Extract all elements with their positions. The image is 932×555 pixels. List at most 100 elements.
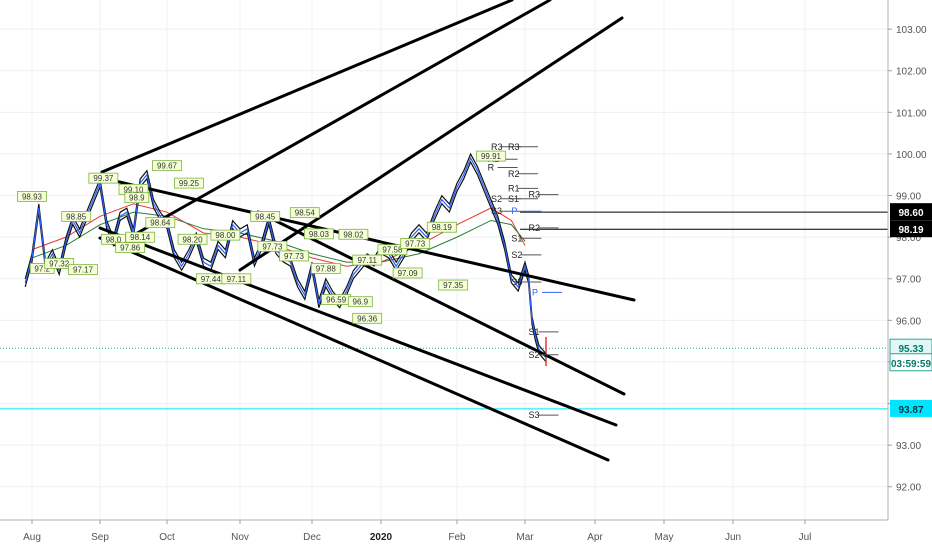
x-tick-label: Aug: [23, 532, 41, 543]
point-label-box: [279, 250, 309, 262]
point-label: 98.64: [150, 219, 171, 228]
pivot-label: S3: [529, 410, 540, 420]
point-label: 97.44: [201, 275, 222, 284]
x-tick-label: Nov: [231, 532, 249, 543]
point-label: 99.67: [157, 162, 178, 171]
point-label: 99.25: [179, 179, 200, 188]
price-label-box: [890, 203, 932, 221]
pivot-label: R2: [529, 223, 541, 233]
point-label: 97.88: [316, 264, 337, 273]
point-label-box: [250, 210, 281, 222]
point-label-box: [173, 177, 204, 189]
price-label-box: [890, 399, 932, 417]
x-tick-label: Jun: [725, 532, 741, 543]
y-tick-label: 97.00: [896, 275, 921, 286]
point-label-box: [125, 231, 156, 243]
x-tick-label: Sep: [91, 532, 109, 543]
point-label-box: [426, 221, 457, 233]
x-tick-label: Apr: [587, 532, 603, 543]
trend-line: [100, 0, 514, 174]
point-label: 97.86: [120, 244, 141, 253]
point-label-box: [115, 242, 146, 254]
trend-line: [98, 226, 618, 427]
point-label-box: [400, 238, 431, 249]
point-label-box: [145, 217, 176, 229]
point-label: 97.17: [73, 266, 94, 275]
point-label-box: [17, 191, 47, 202]
point-label-box: [124, 192, 150, 204]
price-lines: [24, 152, 547, 367]
price-labels: 98.60 98.19 95.33 03:59:59 93.87: [889, 203, 932, 417]
price-envelope-upper: [24, 152, 547, 355]
price-envelope-lower: [24, 160, 547, 363]
pivot-label: S2: [511, 250, 522, 260]
point-label: 97.09: [398, 269, 419, 278]
point-label: 99.10: [123, 185, 144, 194]
point-label-box: [88, 172, 119, 184]
price-line: [24, 156, 547, 359]
point-label: 96.9: [353, 298, 369, 307]
point-label: 98.20: [183, 235, 204, 244]
price-label: 98.60: [898, 208, 923, 219]
point-label: 97.35: [443, 281, 464, 290]
y-tick-label: 103.00: [896, 25, 927, 36]
y-tick-label: 96.00: [896, 316, 921, 327]
point-label: 98.03: [309, 230, 330, 239]
pivot-label: S1: [511, 233, 522, 243]
pivot-label: R3: [491, 142, 503, 152]
y-tick-label: 102.00: [896, 67, 927, 78]
pivot-label: R1: [508, 183, 520, 193]
point-label: 97.73: [405, 239, 426, 248]
point-label: 99.37: [93, 174, 114, 183]
pivot-label: P: [532, 287, 538, 297]
point-label: 98.54: [295, 209, 316, 218]
point-label: 97.73: [284, 252, 305, 261]
point-label: 98.02: [343, 230, 364, 239]
point-label-box: [210, 229, 241, 241]
point-label: 98.0: [106, 235, 122, 244]
y-tick-label: 92.00: [896, 483, 921, 494]
time-axis[interactable]: Aug Sep Oct Nov Dec 2020 Feb Mar Apr May Jun Jul: [23, 520, 811, 543]
x-tick-label: 2020: [370, 532, 393, 543]
point-label: 98.85: [66, 212, 87, 221]
pivot-label: S2: [529, 350, 540, 360]
y-tick-label: 98.00: [896, 233, 921, 244]
pivot-label: S1: [508, 194, 519, 204]
point-label-box: [310, 262, 341, 274]
point-label-box: [68, 264, 98, 276]
point-label-box: [438, 279, 469, 291]
price-label-box: [889, 353, 932, 372]
point-label-box: [257, 240, 288, 252]
trend-line: [98, 236, 610, 462]
point-label-box: [476, 150, 506, 162]
point-label-box: [221, 273, 252, 285]
price-label: 93.87: [898, 405, 923, 416]
point-label-box: [392, 267, 423, 279]
point-label: 98.00: [215, 231, 236, 240]
x-tick-label: Dec: [303, 532, 321, 543]
point-label: 97.2: [34, 264, 50, 273]
pivot-label: S1: [529, 327, 540, 337]
point-label: 96.36: [357, 314, 378, 323]
x-tick-label: Oct: [159, 532, 175, 543]
point-label-box: [44, 258, 75, 269]
x-tick-label: Feb: [448, 532, 466, 543]
y-tick-label: 100.00: [896, 150, 927, 161]
point-label: 98.93: [22, 192, 43, 201]
point-label-box: [152, 160, 182, 172]
y-tick-label: 93.00: [896, 441, 921, 452]
price-label: 95.33: [898, 344, 923, 355]
point-label: 97.11: [357, 256, 377, 265]
point-label-box: [61, 210, 92, 222]
point-label: 98.14: [130, 233, 151, 242]
pivot-label: S2: [491, 194, 502, 204]
y-tick-label: 99.00: [896, 192, 921, 203]
y-tick-label: 101.00: [896, 108, 927, 119]
point-label-box: [177, 233, 208, 245]
point-label: 97.32: [49, 259, 70, 268]
x-tick-label: Jul: [799, 532, 812, 543]
horizontal-price-lines: [0, 211, 888, 410]
